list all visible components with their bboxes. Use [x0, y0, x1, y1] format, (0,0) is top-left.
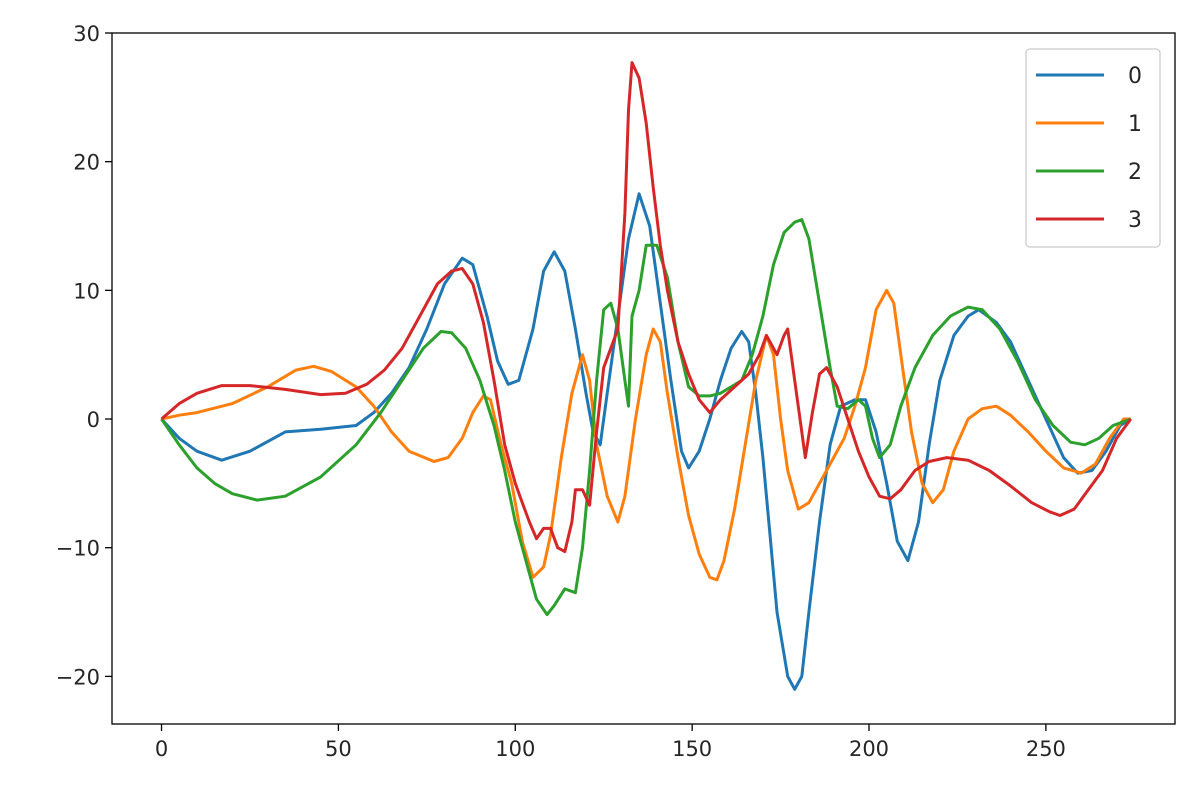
legend-label: 2	[1128, 160, 1142, 185]
series-line-1	[161, 288, 1131, 582]
y-tick-label: 10	[73, 279, 100, 303]
plot-frame	[111, 32, 1176, 725]
legend: 0 1 2 3	[1025, 48, 1161, 248]
legend-label: 0	[1128, 64, 1142, 89]
x-tick-label: 0	[155, 737, 168, 761]
legend-box	[1025, 48, 1161, 248]
series-line-3	[160, 61, 1133, 554]
y-axis: −20 −10 0 10 20 30	[56, 22, 112, 689]
x-tick-label: 150	[672, 737, 712, 761]
y-tick-label: −10	[56, 537, 100, 561]
legend-label: 3	[1128, 208, 1142, 233]
series-line-2	[160, 218, 1132, 617]
x-tick-label: 250	[1026, 737, 1066, 761]
legend-label: 1	[1128, 112, 1142, 137]
y-tick-label: −20	[56, 665, 100, 689]
y-tick-label: 0	[87, 408, 100, 432]
x-axis: 0 50 100 150 200 250	[155, 724, 1066, 761]
x-tick-label: 200	[849, 737, 889, 761]
series-line-0	[160, 192, 1132, 691]
series-layer	[160, 61, 1133, 691]
y-tick-label: 20	[73, 151, 100, 175]
x-tick-label: 50	[325, 737, 352, 761]
x-tick-label: 100	[495, 737, 535, 761]
y-tick-label: 30	[73, 22, 100, 46]
